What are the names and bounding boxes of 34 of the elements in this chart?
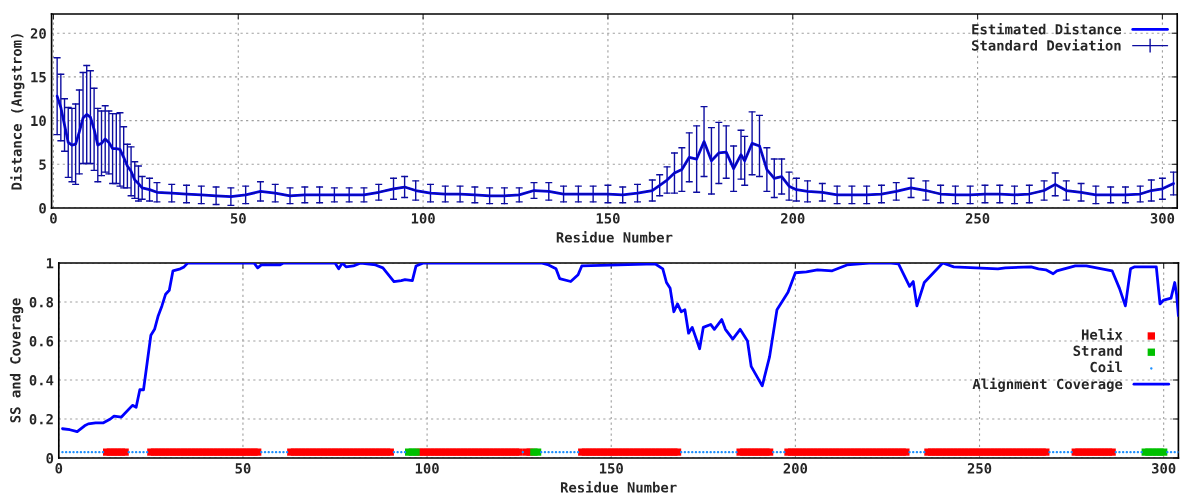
legend-label: Strand [1073, 345, 1122, 357]
x-tick-label: 250 [967, 463, 992, 474]
x-tick-label: 100 [411, 213, 435, 224]
x-tick-label: 0 [55, 463, 63, 474]
legend-label: Coil [1090, 360, 1122, 373]
x-axis-title: Residue Number [560, 481, 677, 493]
y-tick-label: 0 [46, 452, 54, 464]
y-tick-label: 0.4 [29, 374, 54, 386]
x-tick-label: 300 [1151, 463, 1176, 474]
legend-label: Alignment Coverage [972, 377, 1123, 392]
x-tick-label: 100 [415, 463, 439, 474]
x-tick-label: 200 [783, 463, 808, 474]
x-tick-label: 250 [965, 213, 990, 224]
y-axis-title: SS and Coverage [9, 298, 24, 423]
legend-label: Standard Deviation [972, 39, 1121, 51]
y-tick-label: 0 [39, 202, 46, 214]
x-tick-label: 150 [599, 463, 623, 474]
y-tick-label: 1 [46, 258, 54, 269]
x-tick-label: 150 [596, 213, 620, 224]
x-axis-title: Residue Number [556, 231, 673, 243]
y-axis-title: Distance (Angstrom) [10, 34, 25, 190]
legend-label: Estimated Distance [972, 22, 1122, 35]
y-tick-label: 0.2 [29, 413, 53, 425]
y-tick-label: 0.8 [29, 296, 54, 308]
y-tick-label: 0.6 [29, 335, 54, 347]
x-tick-label: 50 [235, 463, 251, 474]
legend-label: Helix [1081, 328, 1123, 340]
x-tick-label: 300 [1150, 213, 1175, 224]
y-tick-label: 5 [39, 159, 46, 170]
x-tick-label: 200 [781, 213, 805, 224]
y-tick-label: 20 [30, 28, 46, 39]
y-tick-label: 15 [31, 72, 46, 83]
y-tick-label: 10 [31, 115, 46, 127]
x-tick-label: 50 [230, 213, 246, 224]
